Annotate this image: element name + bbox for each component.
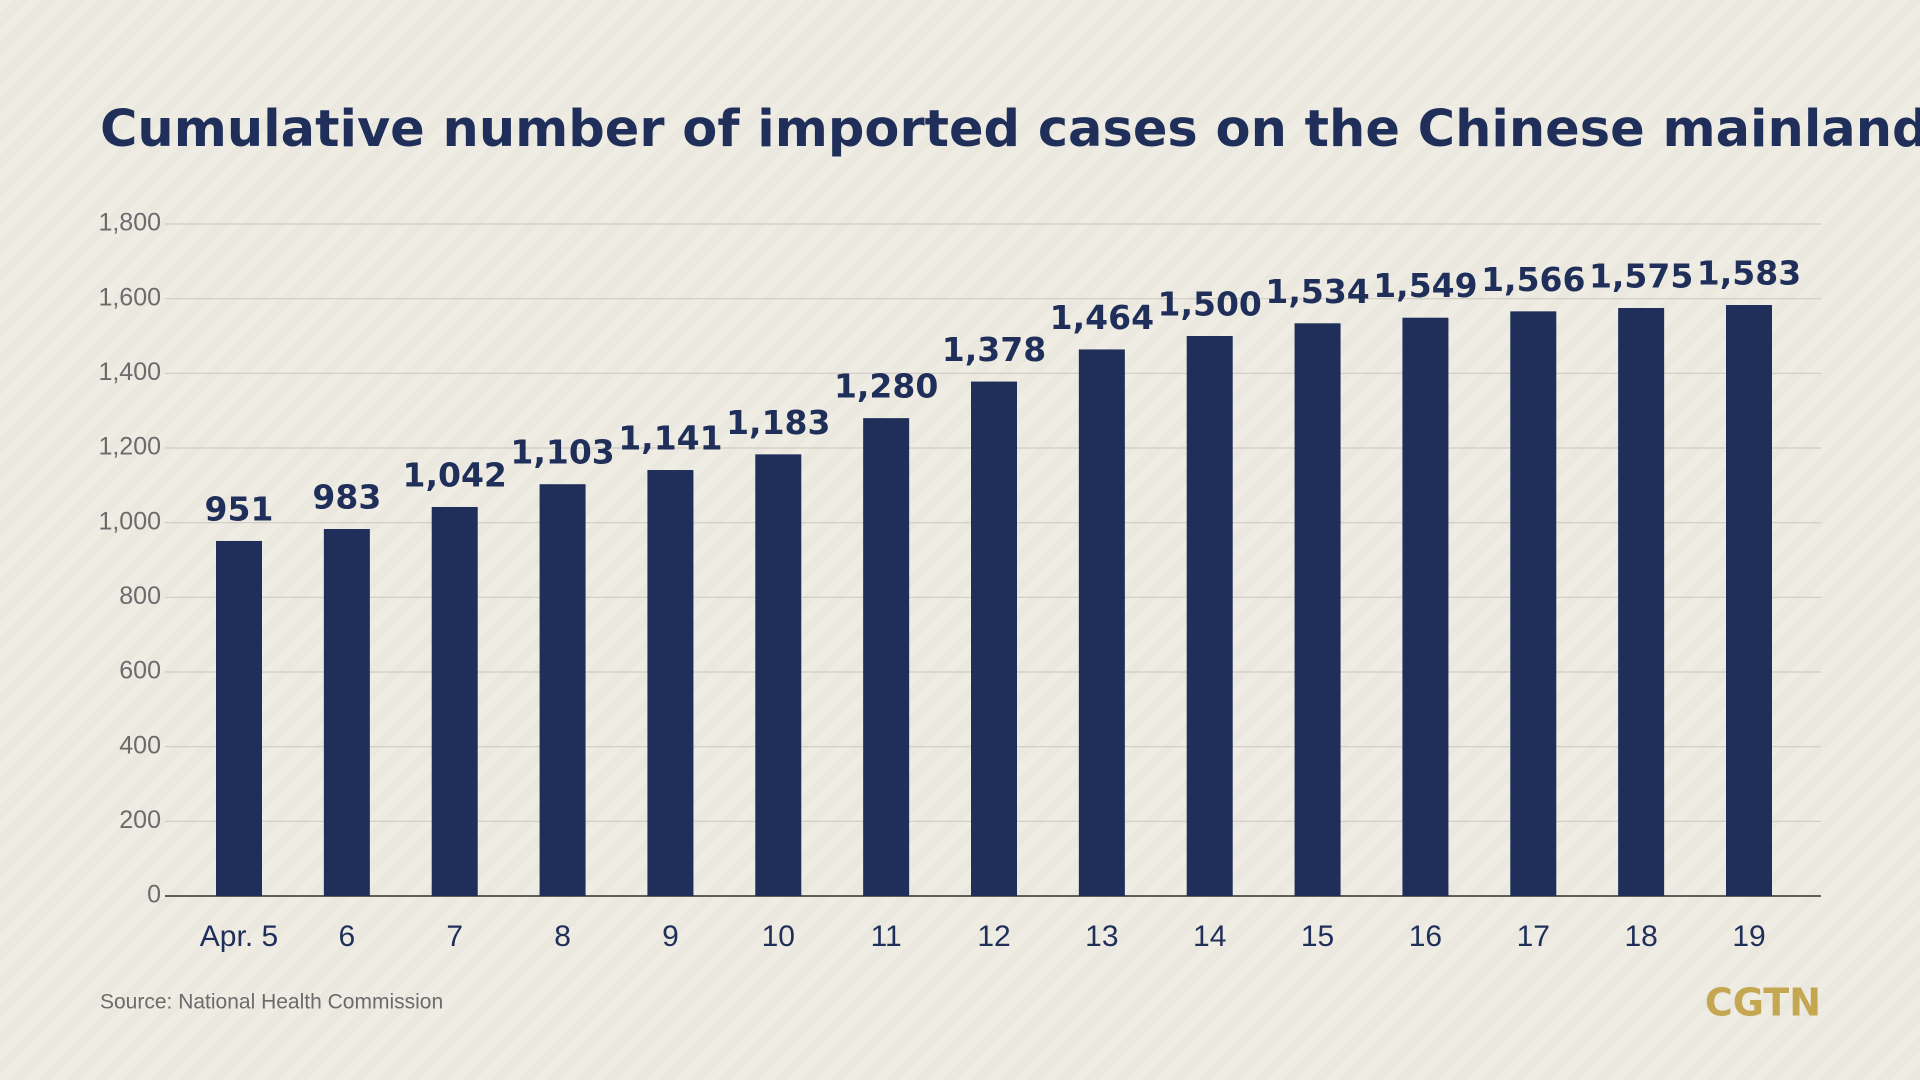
value-label: 1,183 [726,403,830,442]
x-tick-label: 6 [339,920,356,953]
value-label: 951 [205,489,274,528]
value-label: 1,103 [510,433,614,472]
y-tick-label: 1,600 [98,283,161,311]
value-label: 1,500 [1158,285,1262,324]
y-tick-label: 1,000 [98,507,161,535]
value-label: 1,549 [1373,266,1477,305]
value-label: 1,378 [942,330,1046,369]
value-label: 1,566 [1481,260,1585,299]
bar [863,418,910,896]
bar [1402,317,1449,896]
brand-logo: CGTN [1705,981,1821,1025]
bar [1510,311,1557,896]
x-tick-label: 9 [662,920,679,953]
y-tick-label: 1,800 [98,209,161,237]
bar [971,381,1017,897]
value-label: 1,042 [403,455,507,494]
x-tick-label: 12 [977,920,1010,953]
x-tick-label: 15 [1301,920,1334,953]
x-tick-label: 17 [1517,920,1550,953]
x-tick-label: Apr. 5 [200,920,278,953]
bar [1078,349,1125,896]
value-label: 1,280 [834,367,938,406]
y-tick-label: 400 [119,731,161,759]
chart-title: Cumulative number of imported cases on t… [100,100,1920,159]
value-label: 1,534 [1265,272,1369,311]
y-tick-label: 600 [119,657,161,685]
value-label: 1,141 [618,419,722,458]
x-tick-label: 16 [1409,920,1442,953]
source-note: Source: National Health Commission [100,991,443,1014]
bar [539,484,586,896]
value-label: 1,583 [1697,254,1801,293]
bar [1618,308,1665,896]
y-tick-label: 800 [119,582,161,610]
y-tick-label: 200 [119,806,161,834]
x-tick-label: 18 [1624,920,1657,953]
bar [216,540,262,896]
bar [755,454,802,896]
x-tick-label: 10 [762,920,795,953]
x-tick-label: 8 [554,920,571,953]
x-tick-label: 14 [1193,920,1226,953]
x-tick-label: 19 [1732,920,1765,953]
x-tick-label: 11 [871,920,902,953]
bar [323,529,370,896]
value-label: 983 [312,478,381,517]
y-tick-label: 1,400 [98,358,161,386]
value-label: 1,464 [1050,298,1154,337]
bar [1294,323,1341,897]
bar [647,470,694,896]
y-tick-label: 0 [147,881,161,909]
bar [431,506,478,896]
x-tick-label: 13 [1085,920,1118,953]
x-tick-label: 7 [446,920,463,953]
bar [1186,336,1233,896]
bar [1726,305,1772,897]
value-label: 1,575 [1589,257,1693,296]
y-tick-label: 1,200 [98,433,161,461]
